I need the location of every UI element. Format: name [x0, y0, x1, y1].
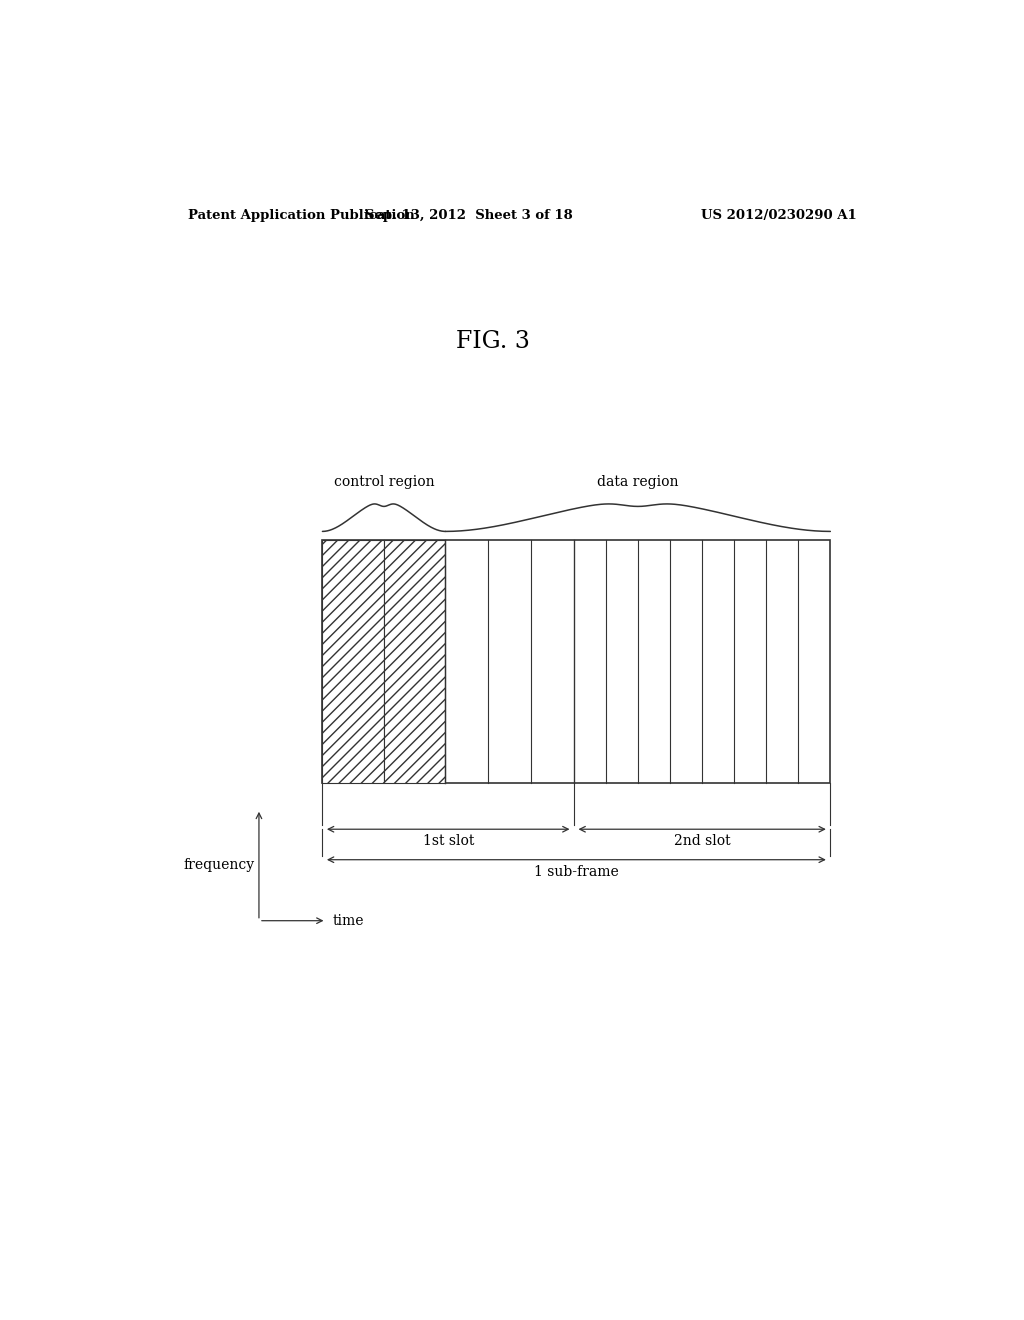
Text: time: time: [333, 913, 365, 928]
Text: frequency: frequency: [184, 858, 255, 871]
Text: control region: control region: [334, 475, 434, 488]
Text: 2nd slot: 2nd slot: [674, 834, 730, 849]
Text: 1 sub-frame: 1 sub-frame: [534, 865, 618, 879]
Bar: [384, 540, 445, 784]
Text: 1st slot: 1st slot: [423, 834, 474, 849]
Text: US 2012/0230290 A1: US 2012/0230290 A1: [700, 209, 857, 222]
Text: data region: data region: [597, 475, 679, 488]
Bar: [323, 540, 384, 784]
Text: Patent Application Publication: Patent Application Publication: [187, 209, 415, 222]
Text: FIG. 3: FIG. 3: [456, 330, 530, 352]
Bar: [323, 540, 830, 784]
Text: Sep. 13, 2012  Sheet 3 of 18: Sep. 13, 2012 Sheet 3 of 18: [366, 209, 573, 222]
